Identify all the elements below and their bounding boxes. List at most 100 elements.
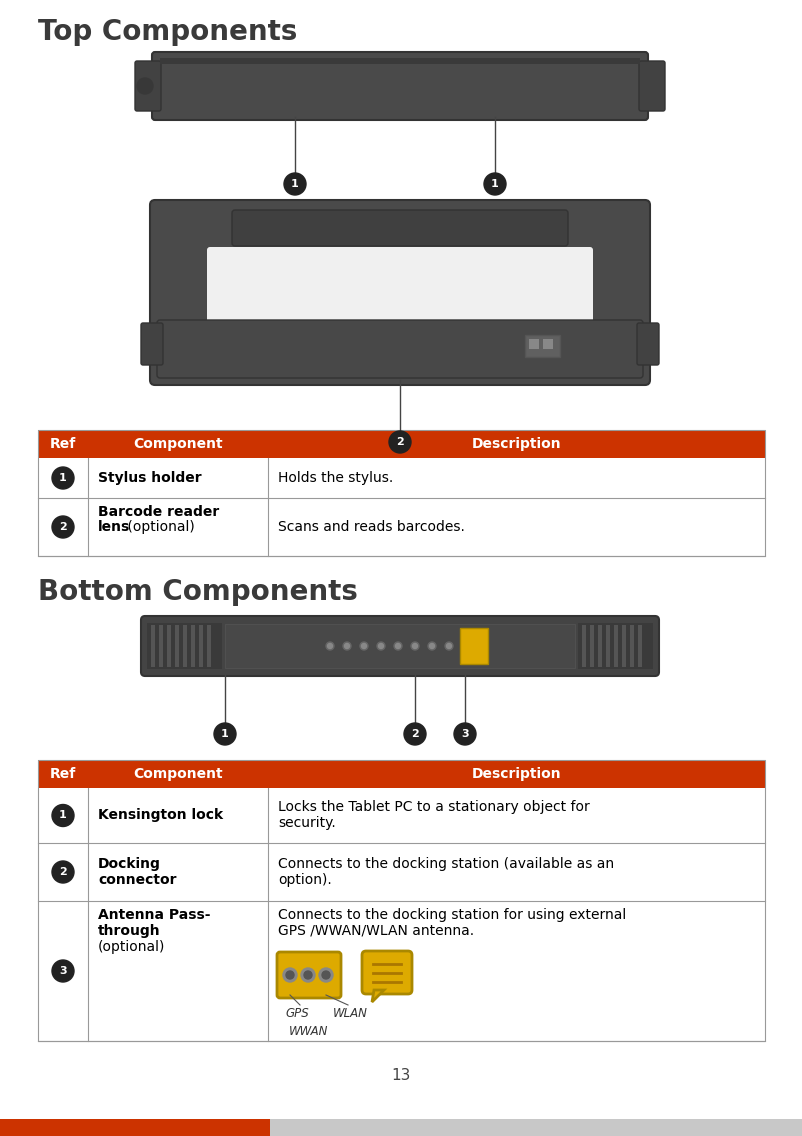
Text: GPS: GPS xyxy=(285,1006,308,1020)
Circle shape xyxy=(284,173,306,195)
FancyBboxPatch shape xyxy=(277,952,341,999)
Text: 1: 1 xyxy=(491,179,498,189)
Text: GPS /WWAN/WLAN antenna.: GPS /WWAN/WLAN antenna. xyxy=(277,924,473,938)
FancyBboxPatch shape xyxy=(232,210,567,247)
Circle shape xyxy=(301,968,314,982)
Text: Component: Component xyxy=(133,767,222,782)
Circle shape xyxy=(342,642,350,650)
Text: Description: Description xyxy=(471,767,561,782)
FancyBboxPatch shape xyxy=(141,323,163,365)
Circle shape xyxy=(484,173,505,195)
Circle shape xyxy=(214,722,236,745)
Bar xyxy=(0,1119,269,1136)
Bar xyxy=(159,625,163,667)
Text: 2: 2 xyxy=(411,729,419,740)
Circle shape xyxy=(446,643,451,649)
Circle shape xyxy=(282,968,297,982)
Bar xyxy=(638,625,642,667)
Polygon shape xyxy=(371,989,383,1002)
Circle shape xyxy=(52,804,74,827)
Text: Connects to the docking station (available as an: Connects to the docking station (availab… xyxy=(277,857,614,871)
FancyBboxPatch shape xyxy=(207,247,592,323)
Text: 1: 1 xyxy=(59,473,67,483)
Text: Antenna Pass-: Antenna Pass- xyxy=(98,908,210,922)
Bar xyxy=(147,623,221,669)
Circle shape xyxy=(395,643,400,649)
FancyBboxPatch shape xyxy=(150,200,649,385)
Bar xyxy=(151,625,155,667)
Circle shape xyxy=(444,642,452,650)
Circle shape xyxy=(318,968,333,982)
Text: lens: lens xyxy=(98,520,130,534)
Bar xyxy=(38,760,764,788)
Bar xyxy=(175,625,179,667)
Circle shape xyxy=(376,642,384,650)
Bar xyxy=(225,624,574,668)
Circle shape xyxy=(359,642,367,650)
Circle shape xyxy=(52,960,74,982)
FancyBboxPatch shape xyxy=(152,52,647,120)
Text: WWAN: WWAN xyxy=(289,1025,328,1038)
Bar xyxy=(207,625,211,667)
Bar xyxy=(614,625,618,667)
Text: option).: option). xyxy=(277,872,331,887)
Text: Top Components: Top Components xyxy=(38,18,297,45)
Circle shape xyxy=(286,971,294,979)
FancyBboxPatch shape xyxy=(135,61,160,111)
Circle shape xyxy=(326,642,334,650)
Text: (optional): (optional) xyxy=(98,939,165,954)
Bar xyxy=(622,625,626,667)
Text: 3: 3 xyxy=(59,966,67,976)
Text: connector: connector xyxy=(98,872,176,887)
Bar xyxy=(529,339,538,349)
Bar xyxy=(38,431,764,556)
Text: security.: security. xyxy=(277,817,335,830)
Bar xyxy=(589,625,593,667)
FancyBboxPatch shape xyxy=(157,320,642,378)
Text: 1: 1 xyxy=(291,179,298,189)
Text: 1: 1 xyxy=(59,810,67,820)
Circle shape xyxy=(412,643,417,649)
Bar xyxy=(460,628,488,665)
Bar xyxy=(38,760,764,1041)
Text: Stylus holder: Stylus holder xyxy=(98,471,201,485)
Bar xyxy=(160,58,639,64)
Circle shape xyxy=(344,643,349,649)
Text: 3: 3 xyxy=(460,729,468,740)
Text: 2: 2 xyxy=(59,867,67,877)
Text: through: through xyxy=(98,924,160,938)
Circle shape xyxy=(427,642,435,650)
Bar xyxy=(581,625,585,667)
Circle shape xyxy=(322,971,330,979)
Text: 1: 1 xyxy=(221,729,229,740)
Text: Kensington lock: Kensington lock xyxy=(98,809,223,822)
Circle shape xyxy=(137,78,153,94)
Bar xyxy=(630,625,634,667)
Bar xyxy=(167,625,171,667)
Circle shape xyxy=(52,467,74,488)
Bar xyxy=(606,625,610,667)
Bar xyxy=(525,335,559,357)
Bar xyxy=(577,623,652,669)
Text: 2: 2 xyxy=(395,437,403,446)
Bar xyxy=(269,1119,802,1136)
Bar xyxy=(183,625,187,667)
Circle shape xyxy=(394,642,402,650)
Text: Holds the stylus.: Holds the stylus. xyxy=(277,471,393,485)
Text: Ref: Ref xyxy=(50,437,76,451)
Bar xyxy=(542,339,553,349)
Circle shape xyxy=(378,643,383,649)
Text: Docking: Docking xyxy=(98,857,160,871)
Circle shape xyxy=(304,971,312,979)
FancyBboxPatch shape xyxy=(362,951,411,994)
FancyBboxPatch shape xyxy=(638,61,664,111)
Circle shape xyxy=(52,516,74,538)
Circle shape xyxy=(388,431,411,453)
Bar xyxy=(38,431,764,458)
Text: Connects to the docking station for using external: Connects to the docking station for usin… xyxy=(277,908,626,922)
Circle shape xyxy=(327,643,332,649)
Text: Bottom Components: Bottom Components xyxy=(38,578,358,605)
Circle shape xyxy=(52,861,74,883)
Text: (optional): (optional) xyxy=(123,520,194,534)
Circle shape xyxy=(361,643,366,649)
